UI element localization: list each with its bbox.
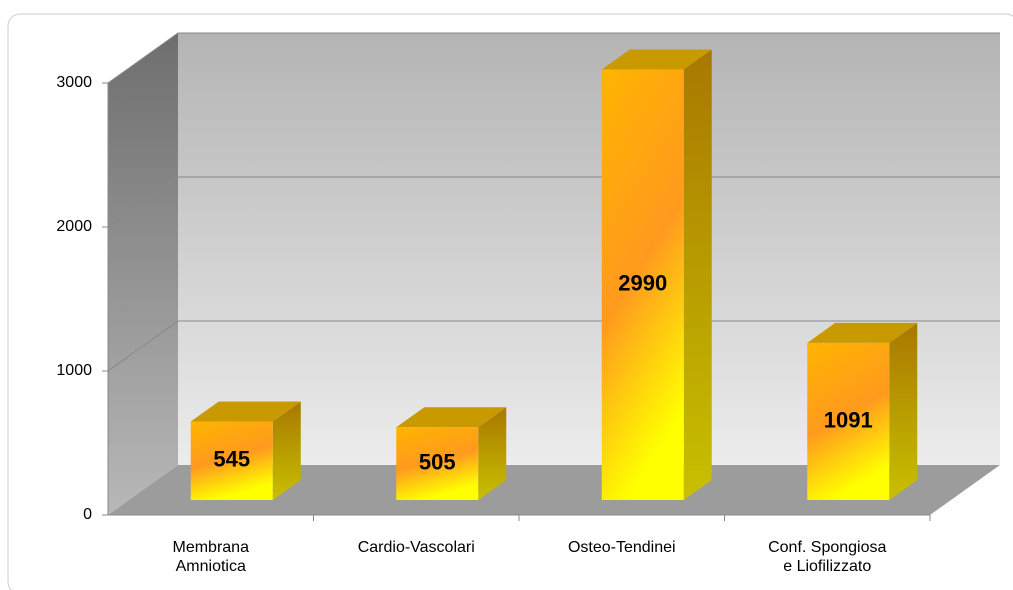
data-label: 505 [419, 449, 456, 474]
bar-side [889, 322, 918, 500]
bar-top [190, 401, 301, 422]
bar-top [601, 49, 712, 70]
x-tick-label: Osteo-Tendinei [567, 539, 676, 556]
bar [396, 427, 479, 500]
data-label: 1091 [824, 407, 873, 432]
y-tick-label: 3000 [56, 74, 92, 91]
bar-side [272, 401, 301, 500]
bar-top [807, 322, 918, 343]
grid-line [107, 320, 179, 372]
frame [7, 13, 1013, 590]
y-tick-label: 1000 [56, 362, 92, 379]
grid-line [107, 32, 179, 84]
floor [108, 465, 1000, 515]
bar-top [396, 407, 507, 428]
grid-line [107, 176, 179, 228]
data-label: 2990 [618, 271, 667, 296]
back-wall [178, 33, 1000, 465]
bar-side [478, 407, 507, 500]
y-tick-label: 2000 [56, 218, 92, 235]
y-tick-label: 0 [83, 506, 92, 523]
bar [807, 342, 890, 500]
x-tick-label: Membrana Amniotica [172, 539, 249, 575]
bar [601, 69, 684, 500]
data-label: 545 [213, 447, 250, 472]
x-tick-label: Conf. Spongiosa e Liofilizzato [768, 539, 887, 575]
bar-side [683, 49, 712, 500]
bar [190, 421, 273, 500]
side-wall [108, 33, 178, 515]
x-tick-label: Cardio-Vascolari [357, 539, 475, 556]
